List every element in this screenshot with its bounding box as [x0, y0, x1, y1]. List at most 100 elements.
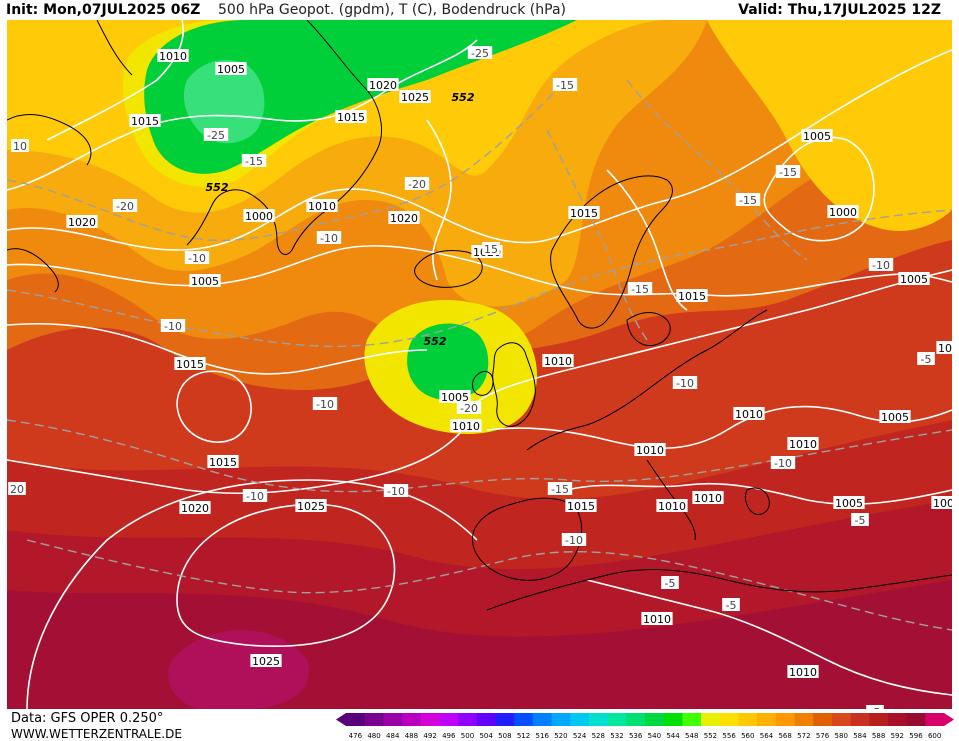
temperature-label-box — [184, 251, 210, 264]
legend-value: 516 — [536, 732, 550, 740]
pressure-label-text: 1015 — [567, 500, 595, 513]
legend-swatch — [439, 713, 459, 726]
legend-left-arrow — [336, 713, 346, 726]
geopotential-label-0: 552 — [452, 91, 475, 104]
pressure-label-9: 1020 — [388, 211, 420, 225]
temperature-label-box — [672, 376, 698, 389]
pressure-label-text: 1025 — [401, 91, 429, 104]
legend-swatch — [402, 713, 422, 726]
temperature-label-text: -25 — [471, 47, 489, 60]
geopotential-label-1: 552 — [206, 181, 229, 194]
pressure-label-text: 1005 — [441, 391, 469, 404]
legend-value: 592 — [891, 732, 904, 740]
pressure-label-text: 1010 — [159, 50, 187, 63]
temperature-label-10: -15 — [627, 282, 653, 296]
temperature-label-box — [404, 177, 430, 190]
legend-value: 560 — [741, 732, 754, 740]
temperature-label-text: -20 — [116, 200, 134, 213]
legend-swatch — [364, 713, 384, 726]
temperature-label-20: -10 — [561, 533, 587, 547]
pressure-label-box — [388, 211, 420, 224]
legend-value: 552 — [704, 732, 717, 740]
pressure-label-box — [733, 407, 765, 420]
init-time: Init: Mon,07JUL2025 06Z — [6, 2, 201, 18]
legend-swatch — [626, 713, 646, 726]
pressure-label-text: 1000 — [245, 210, 273, 223]
legend-value: 500 — [461, 732, 474, 740]
geopotential-band-548-north — [183, 60, 265, 144]
pressure-label-20: 1010 — [450, 419, 482, 433]
geopotential-band-592 — [168, 630, 309, 709]
temperature-label-22: -5 — [661, 576, 679, 590]
temperature-label-24: -5 — [917, 352, 935, 366]
temperature-label-box — [467, 46, 493, 59]
legend-value: 556 — [722, 732, 736, 740]
pressure-label-text: 1025 — [297, 500, 325, 513]
valid-time: Valid: Thu,17JUL2025 12Z — [738, 2, 941, 18]
temperature-label-box — [722, 598, 740, 611]
temperature-label-14: -10 — [672, 376, 698, 390]
pressure-label-19: 1005 — [439, 390, 471, 404]
pressure-label-text: 1010 — [643, 613, 671, 626]
pressure-label-text: 1010 — [452, 420, 480, 433]
pressure-label-4: 1015 — [129, 114, 161, 128]
temperature-label-text: -5 — [665, 577, 676, 590]
pressure-label-text: 1010 — [694, 492, 722, 505]
legend-swatch — [794, 713, 814, 726]
temperature-label-text: -5 — [921, 353, 932, 366]
pressure-label-text: 1000 — [829, 206, 857, 219]
pressure-label-layer: 1010 1005 1020 1025 1015 1015 1015 1000 1010 1020… — [66, 49, 952, 679]
temperature-label-text: -10 — [872, 259, 890, 272]
legend-swatch — [831, 713, 852, 726]
temperature-label-text: 20 — [10, 483, 24, 496]
pressure-label-box — [215, 62, 247, 75]
temperature-label-text: -10 — [316, 398, 334, 411]
pressure-label-text: 1015 — [570, 207, 598, 220]
pressure-label-text: 1015 — [337, 111, 365, 124]
pressure-label-14: 1000 — [827, 205, 859, 219]
legend-swatch — [458, 713, 478, 726]
pressure-label-box — [787, 665, 819, 678]
temperature-label-15: -20 — [456, 401, 482, 415]
temperature-label-box — [456, 401, 482, 414]
color-legend: 476 480 484 488 492 496 500 504 508 512 516 520 524 5… — [336, 713, 954, 740]
legend-swatch — [813, 713, 833, 726]
temperature-label-box — [561, 533, 587, 546]
legend-value: 488 — [405, 732, 418, 740]
pressure-label-text: 1005 — [900, 273, 928, 286]
legend-value: 528 — [592, 732, 605, 740]
legend-value: 512 — [517, 732, 530, 740]
geopotential-band-east-576 — [707, 20, 952, 231]
legend-value: 540 — [648, 732, 661, 740]
temperature-label-text: -5 — [855, 514, 866, 527]
pressure-label-15: 1005 — [898, 272, 930, 286]
pressure-label-box — [189, 274, 221, 287]
legend-swatch — [570, 713, 590, 726]
legend-value: 584 — [853, 732, 867, 740]
geopotential-label-layer: 552 552 552 — [206, 91, 475, 348]
legend-swatch — [682, 713, 702, 726]
legend-value: 572 — [797, 732, 810, 740]
legend-swatch — [476, 713, 496, 726]
pressure-label-box — [367, 78, 399, 91]
legend-swatch — [346, 713, 366, 726]
temperature-label-box — [868, 258, 894, 271]
temperature-label-box — [866, 705, 884, 709]
temperature-label-21: -5 — [851, 513, 869, 527]
pressure-label-box — [656, 499, 688, 512]
temperature-label-layer: -25 -15 -25 -15 -20 -20 -10 -10 -15 -15 -15 -10 -10 -… — [8, 46, 935, 709]
legend-value: 520 — [554, 732, 567, 740]
pressure-label-box — [898, 272, 930, 285]
map-header: Init: Mon,07JUL2025 06Z 500 hPa Geopot. … — [0, 0, 959, 20]
pressure-label-3: 1025 — [399, 90, 431, 104]
legend-value: 564 — [760, 732, 774, 740]
pressure-label-25: 1005 — [879, 410, 911, 424]
pressure-label-6: 1015 — [568, 206, 600, 220]
pressure-label-33: 1025 — [295, 499, 327, 513]
pressure-label-text: 1020 — [369, 79, 397, 92]
temperature-label-text: -15 — [779, 166, 797, 179]
temperature-label-18: -15 — [547, 482, 573, 496]
coastlines — [7, 20, 952, 611]
pressure-label-text: 1010 — [735, 408, 763, 421]
pressure-label-box — [931, 496, 952, 509]
